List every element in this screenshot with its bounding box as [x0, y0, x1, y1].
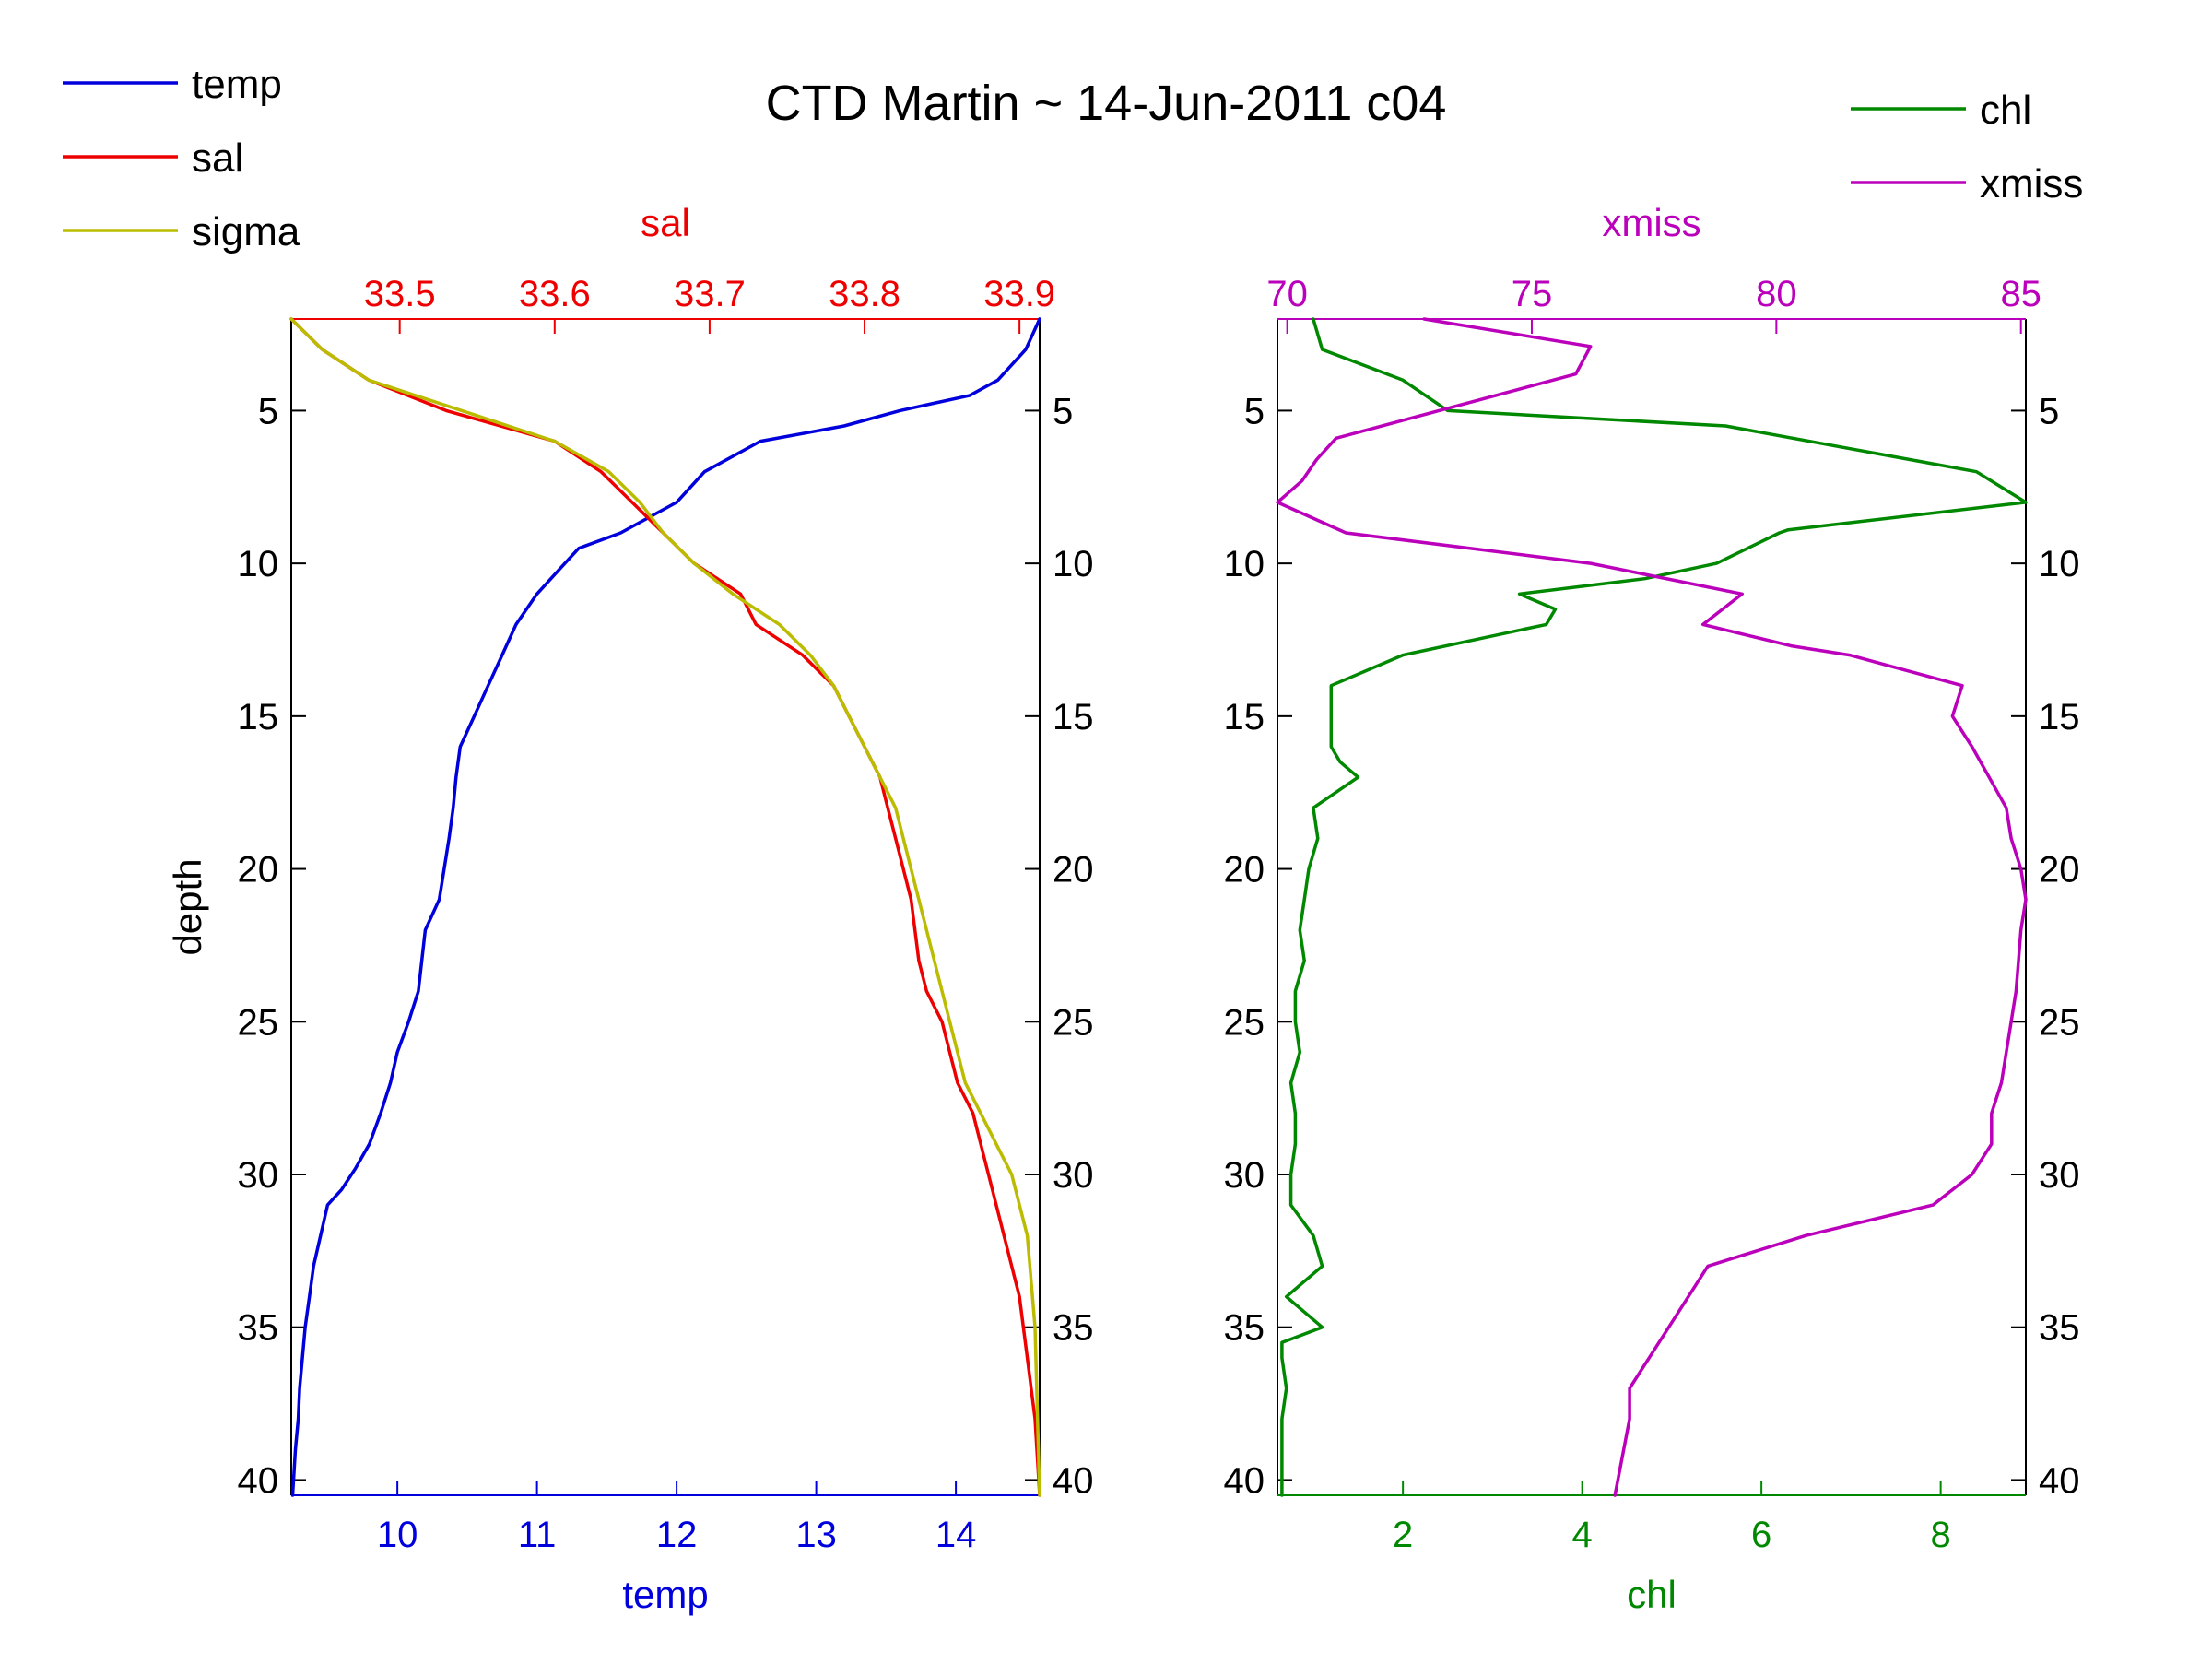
x-axis-label-bottom: chl	[1627, 1573, 1677, 1616]
x-tick-label-top: 33.7	[674, 274, 746, 314]
legend-label-xmiss: xmiss	[1980, 161, 2083, 207]
legend-label-sigma: sigma	[192, 209, 300, 254]
series-line-sigma	[289, 317, 1041, 1497]
y-tick-label-right: 15	[2039, 697, 2080, 738]
y-tick-label-left: 25	[238, 1002, 279, 1043]
y-tick-label-right: 20	[2039, 850, 2080, 891]
y-tick-label-left: 30	[1224, 1155, 1265, 1196]
y-tick-label-right: 25	[1053, 1002, 1094, 1043]
x-tick-label-bottom: 10	[377, 1515, 418, 1555]
y-tick-label-left: 15	[238, 697, 279, 738]
x-tick-label-bottom: 4	[1572, 1515, 1593, 1555]
legend-label-temp: temp	[192, 62, 282, 107]
y-tick-label-left: 30	[238, 1155, 279, 1196]
y-tick-label-right: 10	[1053, 544, 1094, 584]
chart-title: CTD Martin ~ 14-Jun-2011 c04	[766, 76, 1447, 131]
y-tick-label-right: 25	[2039, 1002, 2080, 1043]
y-tick-label-left: 20	[238, 850, 279, 891]
y-tick-label-right: 5	[1053, 391, 1073, 431]
x-tick-label-bottom: 13	[795, 1515, 837, 1555]
y-tick-label-right: 15	[1053, 697, 1094, 738]
x-tick-label-top: 33.6	[519, 274, 591, 314]
x-tick-label-top: 33.5	[364, 274, 436, 314]
x-tick-label-top: 70	[1266, 274, 1308, 314]
legend-left: temp sal sigma	[63, 62, 300, 254]
y-tick-label-left: 15	[1224, 697, 1265, 738]
y-tick-label-right: 35	[1053, 1308, 1094, 1349]
y-tick-label-left: 35	[238, 1308, 279, 1349]
y-axis-label: depth	[166, 858, 209, 955]
x-axis-label-top: sal	[641, 201, 690, 244]
x-tick-label-top: 85	[2000, 274, 2041, 314]
y-tick-label-right: 20	[1053, 850, 1094, 891]
x-tick-label-bottom: 12	[656, 1515, 698, 1555]
y-tick-label-right: 40	[1053, 1460, 1094, 1501]
y-tick-label-right: 30	[2039, 1155, 2080, 1196]
y-tick-label-left: 20	[1224, 850, 1265, 891]
y-tick-label-right: 35	[2039, 1308, 2080, 1349]
y-tick-label-right: 40	[2039, 1460, 2080, 1501]
x-tick-label-bottom: 14	[935, 1515, 977, 1555]
y-tick-label-left: 5	[258, 391, 278, 431]
y-tick-label-right: 10	[2039, 544, 2080, 584]
x-tick-label-bottom: 2	[1393, 1515, 1413, 1555]
y-tick-label-left: 5	[1244, 391, 1265, 431]
x-tick-label-top: 33.9	[983, 274, 1055, 314]
legend-right: chl xmiss	[1851, 88, 2083, 207]
x-tick-label-bottom: 11	[518, 1515, 557, 1555]
panel-left: 5 5 10 10 15 15 20 20 25 25 30 30 35 35 40 40 10 11 12 13 14…	[166, 201, 1094, 1616]
y-tick-label-left: 10	[238, 544, 279, 584]
series-line-temp	[290, 317, 1041, 1497]
x-tick-label-top: 75	[1512, 274, 1553, 314]
legend-label-sal: sal	[192, 136, 243, 181]
x-tick-label-top: 80	[1756, 274, 1797, 314]
y-tick-label-left: 10	[1224, 544, 1265, 584]
series-line-sal	[289, 317, 1041, 1497]
legend-label-chl: chl	[1980, 88, 2031, 133]
y-tick-label-right: 30	[1053, 1155, 1094, 1196]
x-tick-label-bottom: 6	[1751, 1515, 1771, 1555]
x-axis-label-bottom: temp	[622, 1573, 708, 1616]
x-axis-label-top: xmiss	[1602, 201, 1700, 244]
y-tick-label-left: 40	[1224, 1460, 1265, 1501]
series-line-chl	[1280, 317, 2028, 1497]
series-line-xmiss	[1276, 317, 2028, 1497]
x-tick-label-top: 33.8	[829, 274, 900, 314]
panel-right: 5 5 10 10 15 15 20 20 25 25 30 30 35 35 40 40 2 4 6 8 70 75 80…	[1224, 201, 2080, 1616]
x-tick-label-bottom: 8	[1930, 1515, 1950, 1555]
y-tick-label-right: 5	[2039, 391, 2059, 431]
y-tick-label-left: 35	[1224, 1308, 1265, 1349]
y-tick-label-left: 40	[238, 1460, 279, 1501]
y-tick-label-left: 25	[1224, 1002, 1265, 1043]
